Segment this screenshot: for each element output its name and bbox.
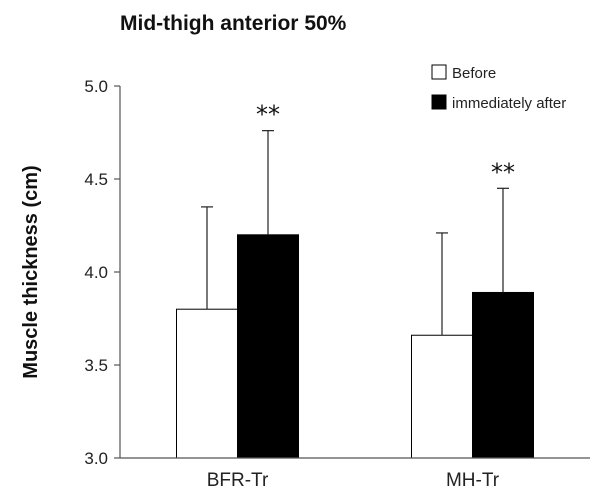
chart-title: Mid-thigh anterior 50% xyxy=(120,12,347,35)
x-category-label: BFR-Tr xyxy=(207,470,269,491)
legend-swatch xyxy=(431,64,447,80)
significance-markers: ** ** xyxy=(256,101,515,187)
legend: Before immediately after xyxy=(431,64,566,112)
bar-before-mh-tr xyxy=(411,334,473,459)
significance-marker: ** xyxy=(491,158,515,186)
legend-label: Before xyxy=(452,65,496,82)
y-tick-label: 3.5 xyxy=(84,356,108,375)
bar-before-bfr-tr xyxy=(176,308,238,459)
significance-marker: ** xyxy=(256,101,280,129)
bars xyxy=(176,234,534,459)
y-tick-label: 4.5 xyxy=(84,170,108,189)
y-tick-label: 3.0 xyxy=(84,449,108,468)
y-axis-ticks: 3.0 3.5 4.0 4.5 5.0 xyxy=(84,77,120,468)
legend-swatch xyxy=(431,94,447,110)
y-tick-label: 4.0 xyxy=(84,263,108,282)
y-axis-label: Muscle thickness (cm) xyxy=(20,165,42,378)
error-bars xyxy=(201,130,509,336)
bar-after-bfr-tr xyxy=(237,234,299,459)
y-tick-label: 5.0 xyxy=(84,77,108,96)
x-category-label: MH-Tr xyxy=(446,470,500,491)
legend-label: immediately after xyxy=(452,95,566,112)
bar-after-mh-tr xyxy=(472,291,534,459)
x-axis-categories: BFR-Tr MH-Tr xyxy=(207,470,500,491)
